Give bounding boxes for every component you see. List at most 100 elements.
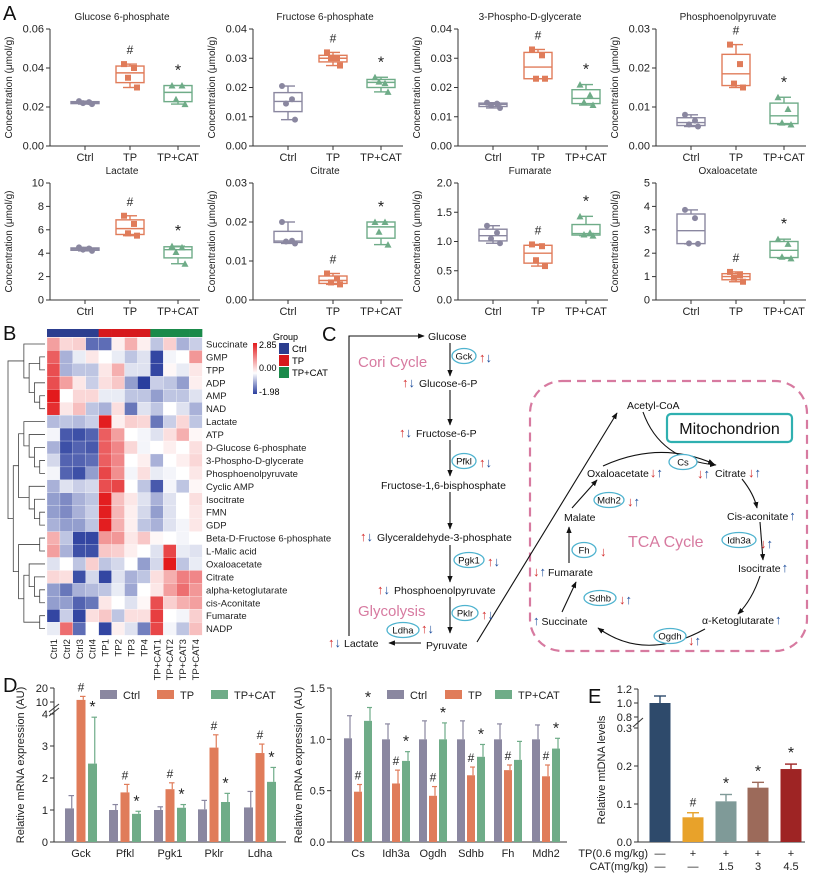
data-point: [576, 81, 584, 88]
heatmap-cell: [98, 440, 112, 455]
y-axis-label: Relative mtDNA levels: [596, 715, 608, 824]
cat-regulation-arrow: ↑: [789, 508, 796, 523]
heatmap-cell: [188, 557, 203, 571]
data-point: [529, 46, 535, 53]
legend-swatch: [387, 690, 404, 699]
data-point: [539, 243, 545, 250]
y-tick-label: 0.01: [431, 111, 452, 123]
significance-marker: *: [440, 705, 446, 722]
group-annotation-cell: [59, 329, 74, 337]
heatmap-cell: [46, 596, 61, 610]
bar-ctrl: [382, 739, 390, 842]
heatmap-cell: [137, 544, 151, 558]
significance-marker: #: [330, 31, 337, 45]
heatmap-cell: [176, 376, 190, 390]
heatmap-cell: [59, 531, 74, 545]
column-label: TP+CAT2: [165, 639, 176, 680]
row-label: Succinate: [206, 339, 248, 350]
legend-title: Group: [273, 332, 298, 342]
panel-label-b: B: [3, 323, 16, 345]
data-point: [324, 270, 330, 277]
column-label: TP+CAT1: [152, 639, 163, 680]
heatmap-cell: [176, 453, 190, 468]
x-tick-label: Ctrl: [682, 152, 699, 164]
heatmap-cell: [85, 583, 100, 597]
heatmap-cell: [111, 389, 125, 403]
box-tp: #: [115, 43, 145, 91]
y-tick-label: 0.0: [437, 295, 452, 307]
row-label: Citrate: [206, 572, 234, 583]
legend-swatch: [279, 343, 289, 354]
heatmap-cell: [72, 583, 87, 597]
heatmap-cell: [72, 544, 87, 558]
legend-label: Ctrl: [410, 690, 427, 702]
heatmap-cell: [98, 518, 112, 532]
heatmap-cell: [46, 583, 61, 597]
data-point: [787, 254, 795, 262]
x-tick-label: Ctrl: [484, 152, 501, 164]
heatmap-cell: [59, 479, 74, 494]
x-tick-label: TP: [123, 152, 137, 164]
heatmap-cell: [111, 583, 125, 597]
heatmap-cell: [72, 479, 87, 494]
legend-label: TP: [292, 356, 304, 367]
group-annotation-cell: [189, 329, 203, 337]
box-tp-cat: *: [163, 63, 193, 108]
heatmap-cell: [163, 544, 177, 558]
heatmap-cell: [176, 363, 190, 377]
y-axis-label: Concentration (μmol/g): [4, 191, 15, 293]
dendrogram-branch: [28, 563, 45, 587]
heatmap-cell: [111, 596, 125, 610]
box-tp-cat: *: [366, 54, 396, 95]
y-tick-label: 2: [38, 271, 44, 283]
y-tick-label: 1: [42, 805, 48, 817]
box-tp-cat: *: [163, 223, 193, 267]
heatmap-cell: [59, 337, 74, 351]
heatmap-cell: [85, 337, 100, 351]
cat-regulation-arrow: ↓: [409, 375, 416, 390]
boxplot-fructose-6-phosphate: Fructose 6-phosphate 0.00 0.01 0.02 0.03 0.04…: [207, 12, 403, 164]
data-point: [381, 79, 389, 87]
condition-value: +: [723, 848, 729, 860]
heatmap-cell: [98, 596, 112, 610]
cat-regulation-arrow: ↑: [754, 465, 761, 480]
enzyme-ldha: Ldha ↑↓: [386, 621, 434, 639]
heatmap-cell: [46, 479, 61, 494]
data-point: [695, 240, 701, 247]
column-label: Ctrl1: [49, 639, 60, 659]
heatmap-cell: [124, 596, 138, 610]
y-tick-label: 0.3: [617, 723, 632, 735]
significance-marker: #: [211, 719, 218, 733]
boxplot-glucose-6-phosphate: Glucose 6-phosphate 0.00 0.02 0.04 0.06 Conce…: [4, 12, 200, 164]
heatmap-cell: [150, 492, 164, 507]
box-ctrl: [478, 222, 508, 247]
significance-marker: *: [222, 775, 228, 792]
heatmap-cell: [176, 622, 190, 636]
heatmap-cell: [46, 389, 61, 403]
y-tick-label: 0.03: [226, 178, 247, 190]
heatmap-cell: [188, 583, 203, 597]
data-point: [375, 78, 383, 85]
dendrogram-branch: [34, 576, 45, 597]
data-point: [181, 260, 189, 267]
heatmap-cell: [111, 570, 125, 584]
heatmap-cell: [188, 479, 203, 494]
y-tick-label: 1.5: [310, 683, 325, 695]
significance-marker: *: [403, 734, 409, 751]
heatmap-cell: [46, 570, 61, 584]
bar-tp-cat: [177, 807, 186, 842]
arrow-succinate-fumarate: [561, 581, 577, 613]
bar: [780, 769, 802, 842]
column-label: Ctrl3: [75, 639, 86, 659]
heatmap-cell: [111, 505, 125, 520]
heatmap-cell: [188, 427, 203, 442]
tca-cycle-label: TCA Cycle: [628, 534, 704, 551]
heatmap-cell: [163, 583, 177, 597]
y-axis-label: Concentration (μmol/g): [610, 191, 621, 293]
x-tick-label: Cs: [351, 848, 365, 860]
significance-marker: *: [781, 74, 787, 91]
heatmap-cell: [85, 376, 100, 390]
y-tick-label: 0.00: [23, 141, 44, 153]
x-tick-label: Ctrl: [279, 306, 296, 318]
heatmap-cell: [85, 505, 100, 520]
